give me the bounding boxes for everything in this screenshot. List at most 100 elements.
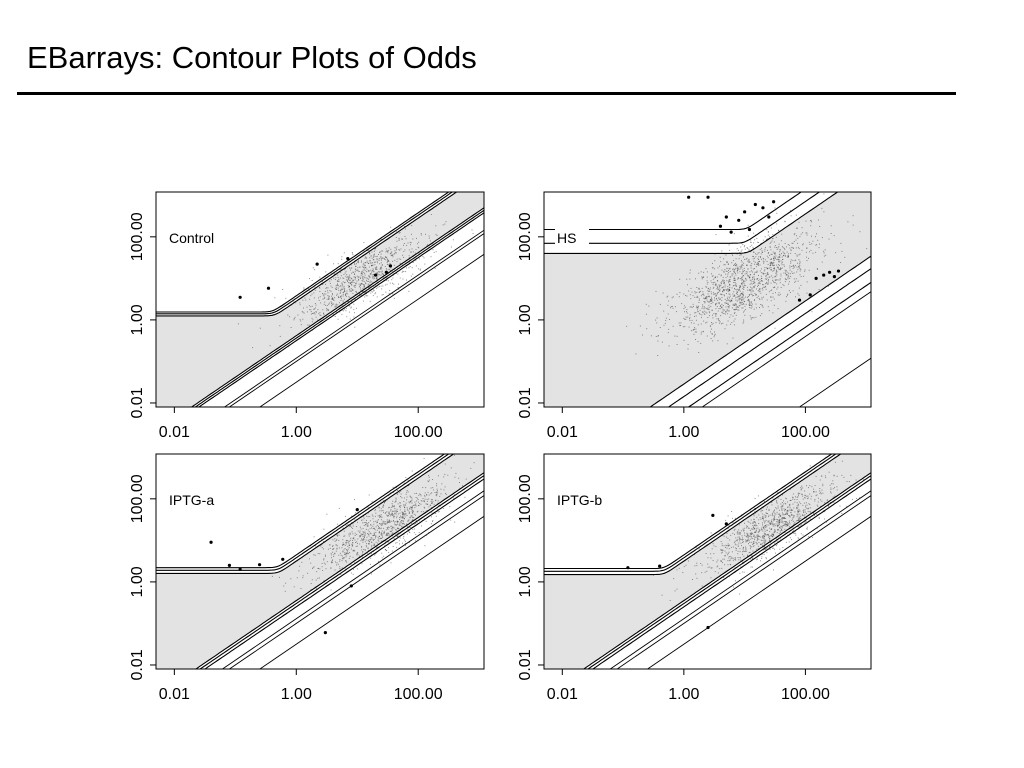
data-point xyxy=(745,277,747,279)
data-point xyxy=(742,307,744,309)
data-point xyxy=(772,262,774,264)
data-point xyxy=(366,280,368,282)
data-point xyxy=(352,523,354,525)
data-point xyxy=(719,288,721,290)
data-point xyxy=(806,495,808,497)
data-point xyxy=(393,538,395,540)
data-point xyxy=(472,233,474,234)
data-point xyxy=(725,270,727,272)
data-point xyxy=(722,549,724,551)
data-point xyxy=(400,522,402,524)
data-point xyxy=(310,309,312,311)
data-point xyxy=(335,303,337,305)
data-point xyxy=(776,519,778,521)
data-point xyxy=(742,265,744,266)
data-point xyxy=(739,287,741,289)
data-point xyxy=(391,529,393,531)
data-point xyxy=(839,505,841,507)
data-point xyxy=(695,312,697,314)
data-point xyxy=(809,485,811,487)
data-point xyxy=(335,277,337,279)
data-point xyxy=(748,250,750,252)
data-point xyxy=(348,282,349,284)
data-point xyxy=(396,535,398,537)
data-point xyxy=(376,278,378,280)
upper-contour-1 xyxy=(544,454,842,576)
data-point xyxy=(346,293,348,295)
data-point xyxy=(353,308,355,310)
data-point xyxy=(762,306,764,308)
data-point xyxy=(741,267,743,269)
data-point xyxy=(712,302,714,304)
data-point xyxy=(780,273,782,275)
data-point xyxy=(365,522,367,523)
data-point xyxy=(788,520,790,522)
data-point xyxy=(375,526,377,528)
data-point xyxy=(696,565,698,567)
data-point xyxy=(732,285,734,287)
data-point xyxy=(707,317,709,318)
data-point xyxy=(346,549,348,550)
data-point xyxy=(428,494,430,496)
data-point xyxy=(432,243,434,245)
data-point xyxy=(679,292,681,294)
data-point xyxy=(731,300,733,302)
data-point xyxy=(743,246,745,248)
data-point xyxy=(737,553,739,555)
data-point xyxy=(303,287,305,289)
data-point xyxy=(355,285,357,287)
data-point xyxy=(763,286,765,288)
data-point xyxy=(325,304,326,306)
data-point xyxy=(742,293,744,295)
data-point xyxy=(471,229,473,231)
data-point xyxy=(763,514,765,516)
data-point xyxy=(739,302,741,304)
data-point xyxy=(357,267,359,269)
data-point xyxy=(726,303,728,304)
data-point xyxy=(462,485,463,487)
data-point xyxy=(776,270,777,272)
data-point xyxy=(817,268,818,270)
diagonal-line-2 xyxy=(223,229,484,407)
data-point xyxy=(406,523,408,525)
data-point xyxy=(821,489,823,491)
data-point xyxy=(733,324,735,326)
data-point xyxy=(657,340,659,342)
data-point xyxy=(390,253,392,254)
data-point xyxy=(743,527,745,529)
data-point xyxy=(703,306,705,308)
data-point xyxy=(371,546,372,548)
data-point xyxy=(363,284,365,286)
data-point xyxy=(739,304,741,306)
data-point xyxy=(350,288,352,290)
data-point xyxy=(803,509,805,511)
data-point xyxy=(342,544,344,546)
data-point xyxy=(773,255,775,257)
data-point xyxy=(372,295,374,297)
data-point xyxy=(353,549,355,551)
data-point xyxy=(450,519,452,521)
data-point xyxy=(430,523,432,525)
data-point xyxy=(793,266,795,268)
data-point xyxy=(753,308,755,310)
data-point xyxy=(727,544,729,546)
data-point xyxy=(818,289,820,290)
data-point xyxy=(672,307,674,309)
data-point xyxy=(750,241,752,243)
data-point xyxy=(388,511,390,513)
data-point xyxy=(773,270,775,272)
data-point xyxy=(699,309,701,311)
highlighted-point xyxy=(832,275,837,279)
data-point xyxy=(799,517,801,519)
data-point xyxy=(345,543,347,545)
data-point xyxy=(814,514,815,516)
data-point xyxy=(729,281,731,282)
data-point xyxy=(338,280,340,282)
data-point xyxy=(824,511,826,513)
data-point xyxy=(784,488,786,490)
data-point xyxy=(746,265,748,266)
data-point xyxy=(821,500,823,502)
data-point xyxy=(380,534,382,536)
data-point xyxy=(738,289,740,291)
data-point xyxy=(778,521,780,523)
